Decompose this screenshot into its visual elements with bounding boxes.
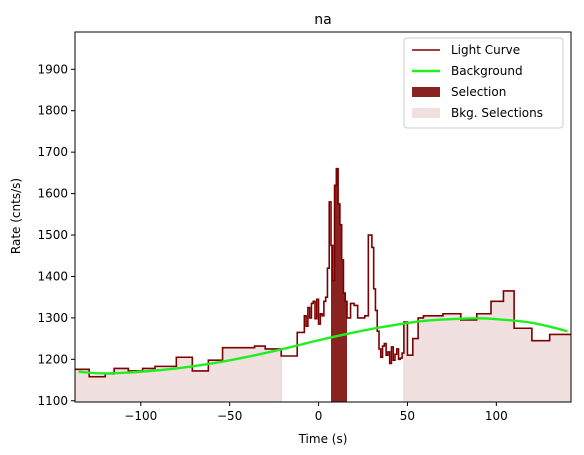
legend-swatch: [412, 87, 440, 97]
x-tick-label: −100: [124, 409, 157, 423]
x-tick-label: 50: [400, 409, 415, 423]
legend-item: Light Curve: [412, 43, 520, 57]
legend: Light Curve Background Selection Bkg. Selec…: [403, 37, 564, 129]
plot-area: −100 −50 0 50 100 1100 1200 1300 1400 1500 1600 170…: [37, 31, 572, 423]
x-axis-label: Time (s): [298, 432, 348, 446]
y-tick-label: 1500: [37, 228, 68, 242]
x-tick-label: 0: [315, 409, 323, 423]
y-tick-label: 1200: [37, 352, 68, 366]
legend-swatch: [412, 108, 440, 118]
x-tick-label: −50: [217, 409, 242, 423]
axes-frame: [74, 31, 572, 403]
legend-label: Light Curve: [451, 43, 520, 57]
legend-label: Bkg. Selections: [451, 106, 543, 120]
y-tick-label: 1300: [37, 311, 68, 325]
y-tick-label: 1800: [37, 104, 68, 118]
legend-label: Selection: [451, 85, 506, 99]
background-line: [78, 317, 568, 375]
chart-title: na: [314, 12, 331, 28]
legend-item: Bkg. Selections: [412, 106, 543, 120]
legend-item: Selection: [412, 85, 506, 99]
legend-item: Background: [412, 64, 523, 78]
x-tick-label: 100: [485, 409, 508, 423]
plot-content: [75, 167, 571, 402]
y-tick-label: 1700: [37, 145, 68, 159]
legend-label: Background: [451, 64, 523, 78]
legend-frame: [403, 37, 564, 129]
y-tick-label: 1100: [37, 394, 68, 408]
y-tick-label: 1400: [37, 269, 68, 283]
y-tick-label: 1600: [37, 187, 68, 201]
y-tick-label: 1900: [37, 62, 68, 76]
y-axis-label: Rate (cnts/s): [9, 178, 23, 254]
